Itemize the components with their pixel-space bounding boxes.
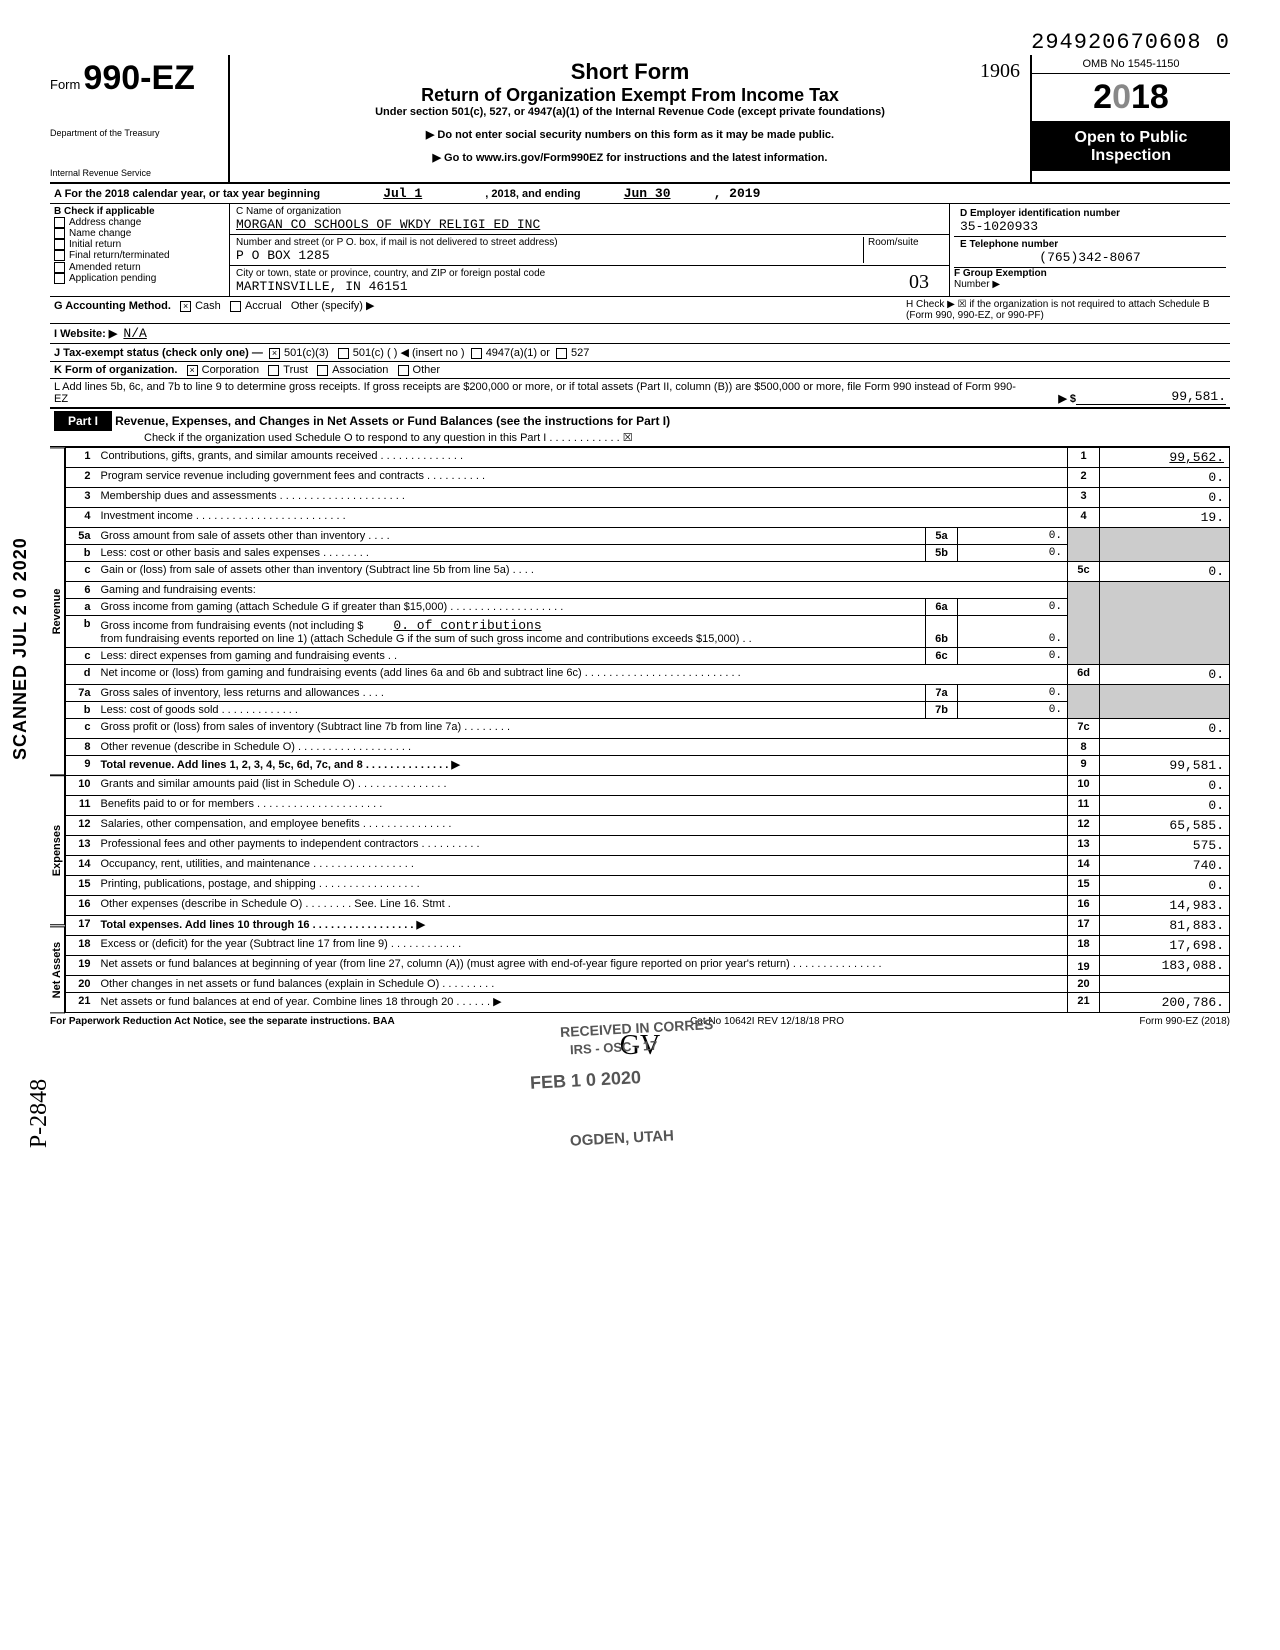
- part-1-header: Part I Revenue, Expenses, and Changes in…: [50, 409, 1230, 447]
- org-name: MORGAN CO SCHOOLS OF WKDY RELIGI ED INC: [236, 217, 943, 232]
- group-number-label: Number ▶: [954, 279, 1226, 290]
- dept-irs: Internal Revenue Service: [50, 168, 222, 178]
- row-k-org-form: K Form of organization. ×Corporation Tru…: [50, 362, 1230, 379]
- addr-label: Number and street (or P O. box, if mail …: [236, 237, 863, 248]
- org-info-grid: B Check if applicable Address change Nam…: [50, 204, 1230, 297]
- row-j-tax-status: J Tax-exempt status (check only one) — ×…: [50, 344, 1230, 362]
- handwritten-room: 03: [909, 271, 929, 294]
- col-b-header: B Check if applicable: [54, 206, 155, 217]
- checkbox-final-return[interactable]: [54, 250, 65, 261]
- form-number: 990-EZ: [83, 59, 195, 97]
- checkbox-association[interactable]: [317, 365, 328, 376]
- under-section: Under section 501(c), 527, or 4947(a)(1)…: [240, 106, 1020, 118]
- form-subtitle: Return of Organization Exempt From Incom…: [240, 85, 1020, 106]
- row-l-gross-receipts: L Add lines 5b, 6c, and 7b to line 9 to …: [50, 379, 1230, 409]
- checkbox-other-org[interactable]: [398, 365, 409, 376]
- stamp-ogden: OGDEN, UTAH: [570, 1127, 675, 1149]
- scanned-stamp: SCANNED JUL 2 0 2020: [10, 537, 31, 760]
- form-title: Short Form: [240, 59, 1020, 85]
- row-i-website: I Website: ▶ N/A: [50, 324, 1230, 344]
- row-h: H Check ▶ ☒ if the organization is not r…: [906, 299, 1226, 321]
- row-a-tax-year: A For the 2018 calendar year, or tax yea…: [50, 184, 1230, 204]
- form-prefix: Form: [50, 77, 80, 92]
- checkbox-corporation[interactable]: ×: [187, 365, 198, 376]
- tax-year: 2018: [1032, 74, 1230, 123]
- form-header: Form 990-EZ Department of the Treasury I…: [50, 55, 1230, 184]
- dept-treasury: Department of the Treasury: [50, 128, 222, 138]
- ssn-note: ▶ Do not enter social security numbers o…: [240, 128, 1020, 141]
- checkbox-501c[interactable]: [338, 348, 349, 359]
- omb-number: OMB No 1545-1150: [1032, 55, 1230, 74]
- checkbox-initial-return[interactable]: [54, 239, 65, 250]
- city-label: City or town, state or province, country…: [236, 268, 943, 279]
- checkbox-address-change[interactable]: [54, 217, 65, 228]
- goto-note: ▶ Go to www.irs.gov/Form990EZ for instru…: [240, 151, 1020, 164]
- org-city: MARTINSVILLE, IN 46151: [236, 279, 943, 294]
- side-revenue: Revenue: [50, 447, 65, 775]
- ein-label: D Employer identification number: [960, 208, 1120, 219]
- handwritten-number: 1906: [980, 60, 1020, 83]
- checkbox-accrual[interactable]: [230, 301, 241, 312]
- group-exemption-label: F Group Exemption: [954, 268, 1047, 279]
- checkbox-name-change[interactable]: [54, 228, 65, 239]
- main-lines-table: 1Contributions, gifts, grants, and simil…: [65, 447, 1230, 1013]
- checkbox-trust[interactable]: [268, 365, 279, 376]
- checkbox-4947[interactable]: [471, 348, 482, 359]
- side-p2848: P-2848: [26, 1079, 53, 1148]
- year-begin: Jul 1: [323, 186, 482, 201]
- org-address: P O BOX 1285: [236, 248, 863, 263]
- inspection: Inspection: [1038, 147, 1224, 165]
- open-public: Open to Public: [1038, 129, 1224, 147]
- checkbox-amended[interactable]: [54, 262, 65, 273]
- room-suite-label: Room/suite: [863, 237, 943, 263]
- stamp-date: FEB 1 0 2020: [530, 1067, 642, 1094]
- side-netassets: Net Assets: [50, 926, 65, 1013]
- year-end: Jun 30: [584, 186, 711, 201]
- name-label: C Name of organization: [236, 206, 943, 217]
- side-expenses: Expenses: [50, 775, 65, 925]
- checkbox-527[interactable]: [556, 348, 567, 359]
- gross-receipts-amount: 99,581.: [1076, 389, 1226, 405]
- checkbox-501c3[interactable]: ×: [269, 348, 280, 359]
- document-id: 294920670608 0: [50, 30, 1230, 55]
- phone-label: E Telephone number: [960, 239, 1058, 250]
- checkbox-application-pending[interactable]: [54, 273, 65, 284]
- checkbox-cash[interactable]: ×: [180, 301, 191, 312]
- row-g-accounting: G Accounting Method. ×Cash Accrual Other…: [50, 297, 1230, 324]
- phone-value: (765)342-8067: [960, 250, 1220, 265]
- ein-value: 35-1020933: [960, 219, 1220, 234]
